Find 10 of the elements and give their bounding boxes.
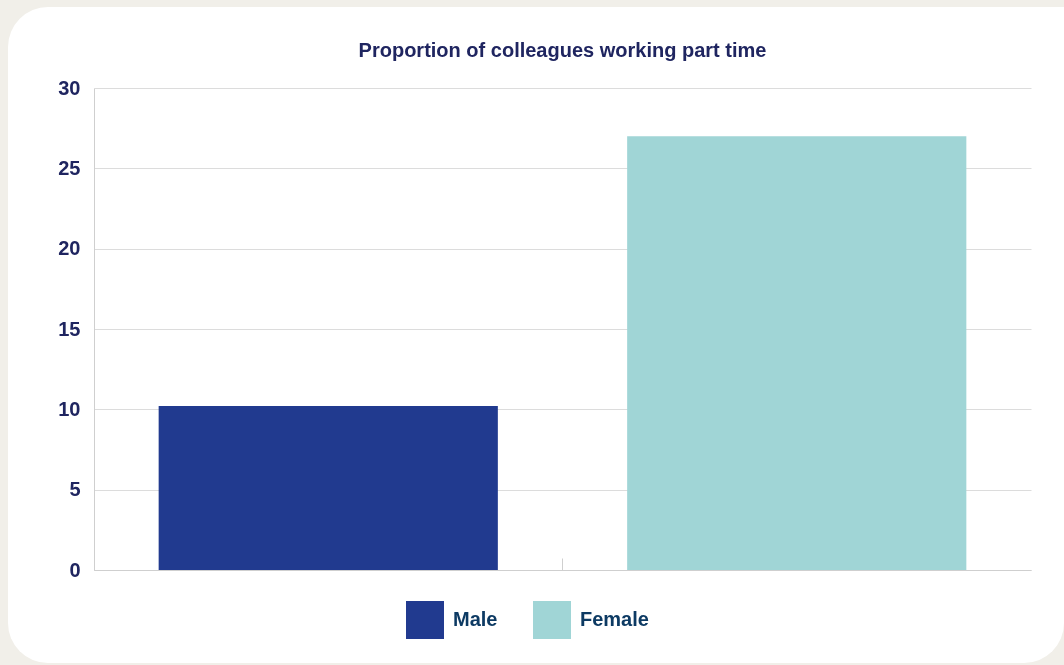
y-tick-label: 10 [58, 397, 81, 420]
chart-title: Proportion of colleagues working part time [358, 39, 767, 61]
legend-label: Female [580, 608, 649, 630]
y-tick-label: 5 [69, 478, 81, 501]
y-tick-label: 20 [58, 237, 81, 260]
y-tick-label: 30 [58, 76, 81, 99]
y-tick-label: 25 [58, 156, 81, 179]
y-tick-label: 15 [58, 317, 81, 340]
legend-label: Male [453, 608, 498, 630]
y-tick-label: 0 [69, 558, 81, 581]
